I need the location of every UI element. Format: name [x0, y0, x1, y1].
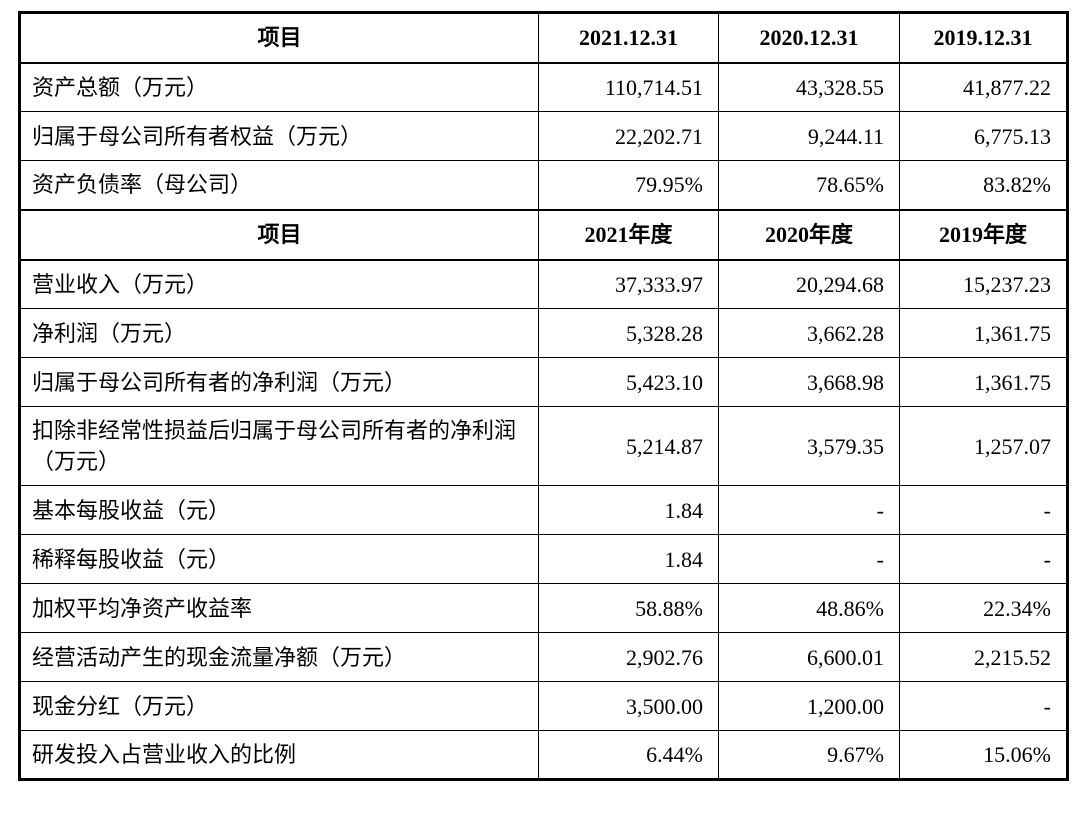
row-value: 9.67%	[718, 730, 900, 780]
section-header-row: 项目 2021年度 2020年度 2019年度	[19, 208, 1068, 261]
row-value: 22.34%	[899, 583, 1068, 633]
row-value: 15,237.23	[899, 259, 1068, 309]
row-value: 1,200.00	[718, 681, 900, 731]
row-value: 83.82%	[899, 160, 1068, 210]
financial-table: 项目 2021.12.31 2020.12.31 2019.12.31 资产总额（万元）…	[18, 11, 1069, 781]
financial-table-body: 项目 2021.12.31 2020.12.31 2019.12.31 资产总额（万元）…	[19, 11, 1068, 780]
row-label: 归属于母公司所有者权益（万元）	[19, 111, 539, 161]
row-label: 基本每股收益（元）	[19, 485, 539, 535]
row-value: 2,215.52	[899, 632, 1068, 682]
row-value: 22,202.71	[538, 111, 719, 161]
row-value: -	[718, 534, 900, 584]
column-header-period: 2020年度	[718, 208, 900, 261]
column-header-period: 2019年度	[899, 208, 1068, 261]
row-value: 1,257.07	[899, 406, 1068, 486]
row-label: 归属于母公司所有者的净利润（万元）	[19, 357, 539, 407]
row-label: 资产负债率（母公司）	[19, 160, 539, 210]
table-row: 扣除非经常性损益后归属于母公司所有者的净利润（万元） 5,214.87 3,579.…	[19, 406, 1068, 486]
row-value: 43,328.55	[718, 62, 900, 112]
row-value: -	[899, 485, 1068, 535]
row-value: 110,714.51	[538, 62, 719, 112]
row-label: 加权平均净资产收益率	[19, 583, 539, 633]
row-value: -	[899, 681, 1068, 731]
column-header-period: 2020.12.31	[718, 11, 900, 64]
row-value: 41,877.22	[899, 62, 1068, 112]
row-value: 15.06%	[899, 730, 1068, 780]
row-label: 研发投入占营业收入的比例	[19, 730, 539, 780]
row-label: 营业收入（万元）	[19, 259, 539, 309]
table-row: 归属于母公司所有者权益（万元） 22,202.71 9,244.11 6,775.13	[19, 111, 1068, 161]
table-row: 现金分红（万元） 3,500.00 1,200.00-	[19, 681, 1068, 731]
row-value: 1,361.75	[899, 357, 1068, 407]
row-label: 稀释每股收益（元）	[19, 534, 539, 584]
table-row: 营业收入（万元） 37,333.97 20,294.68 15,237.23	[19, 259, 1068, 309]
column-header-item: 项目	[19, 11, 539, 64]
row-value: 48.86%	[718, 583, 900, 633]
row-value: 6.44%	[538, 730, 719, 780]
table-row: 研发投入占营业收入的比例 6.44% 9.67% 15.06%	[19, 730, 1068, 780]
row-value: -	[718, 485, 900, 535]
row-value: 78.65%	[718, 160, 900, 210]
row-value: 3,662.28	[718, 308, 900, 358]
table-row: 基本每股收益（元） 1.84- -	[19, 485, 1068, 535]
row-label: 现金分红（万元）	[19, 681, 539, 731]
table-row: 经营活动产生的现金流量净额（万元） 2,902.76 6,600.01 2,215.5…	[19, 632, 1068, 682]
row-value: 20,294.68	[718, 259, 900, 309]
row-value: 3,500.00	[538, 681, 719, 731]
row-value: 5,214.87	[538, 406, 719, 486]
table-row: 资产总额（万元） 110,714.51 43,328.55 41,877.22	[19, 62, 1068, 112]
row-value: 79.95%	[538, 160, 719, 210]
table-row: 净利润（万元） 5,328.28 3,662.28 1,361.75	[19, 308, 1068, 358]
row-value: 58.88%	[538, 583, 719, 633]
row-value: 37,333.97	[538, 259, 719, 309]
row-value: 3,668.98	[718, 357, 900, 407]
row-value: 1.84	[538, 485, 719, 535]
row-value: 1.84	[538, 534, 719, 584]
row-value: 6,775.13	[899, 111, 1068, 161]
table-row: 资产负债率（母公司） 79.95% 78.65% 83.82%	[19, 160, 1068, 210]
column-header-period: 2021.12.31	[538, 11, 719, 64]
section-header-row: 项目 2021.12.31 2020.12.31 2019.12.31	[19, 11, 1068, 64]
row-value: -	[899, 534, 1068, 584]
row-value: 3,579.35	[718, 406, 900, 486]
table-row: 加权平均净资产收益率 58.88% 48.86% 22.34%	[19, 583, 1068, 633]
row-value: 9,244.11	[718, 111, 900, 161]
row-value: 6,600.01	[718, 632, 900, 682]
row-value: 5,423.10	[538, 357, 719, 407]
table-row: 稀释每股收益（元） 1.84- -	[19, 534, 1068, 584]
row-value: 5,328.28	[538, 308, 719, 358]
column-header-item: 项目	[19, 208, 539, 261]
row-label: 经营活动产生的现金流量净额（万元）	[19, 632, 539, 682]
column-header-period: 2019.12.31	[899, 11, 1068, 64]
row-label: 资产总额（万元）	[19, 62, 539, 112]
row-value: 2,902.76	[538, 632, 719, 682]
table-row: 归属于母公司所有者的净利润（万元） 5,423.10 3,668.98 1,361.7…	[19, 357, 1068, 407]
column-header-period: 2021年度	[538, 208, 719, 261]
row-label: 净利润（万元）	[19, 308, 539, 358]
row-value: 1,361.75	[899, 308, 1068, 358]
row-label: 扣除非经常性损益后归属于母公司所有者的净利润（万元）	[19, 406, 539, 486]
